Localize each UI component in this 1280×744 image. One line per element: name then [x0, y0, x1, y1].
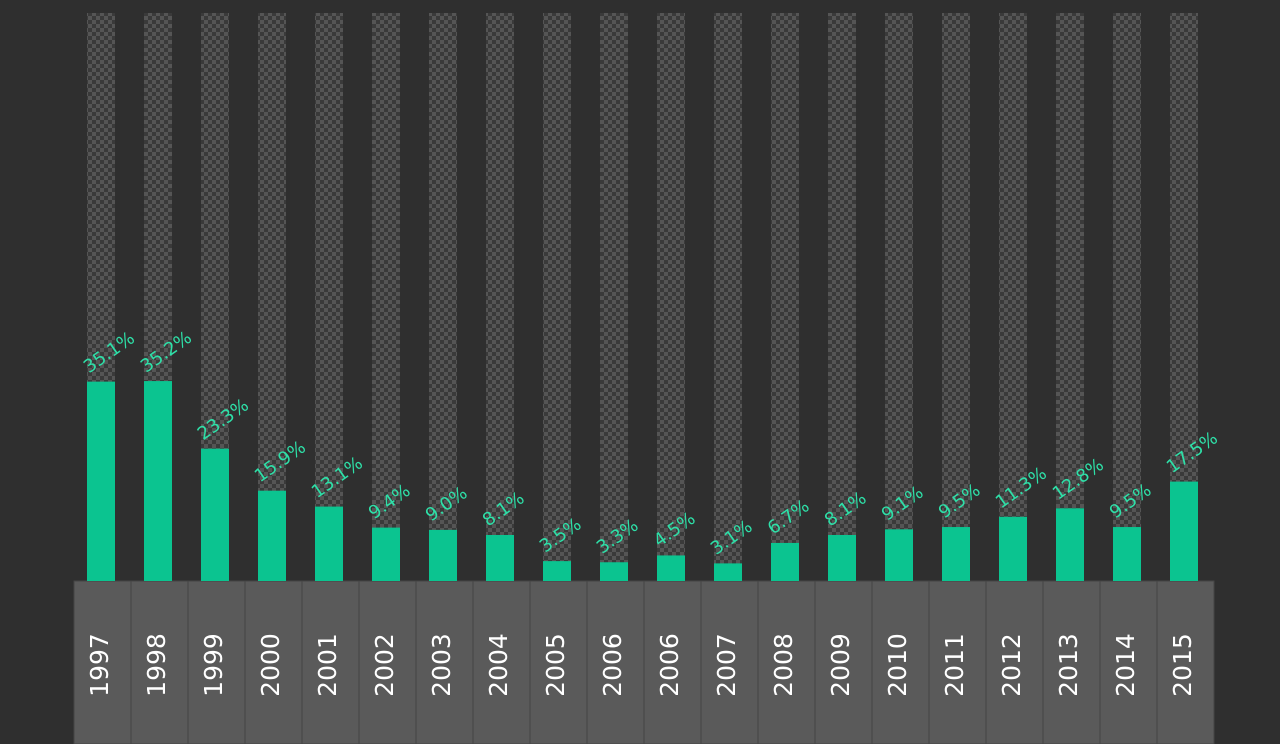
category-cell	[985, 580, 1044, 744]
category-cell	[130, 580, 189, 744]
bar	[1170, 481, 1198, 581]
x-tick-label: 2011	[940, 633, 969, 697]
track	[828, 13, 856, 581]
track	[600, 13, 628, 581]
category-cell	[757, 580, 816, 744]
track	[657, 13, 685, 581]
bar	[600, 562, 628, 581]
track	[543, 13, 571, 581]
track	[771, 13, 799, 581]
x-tick-label: 2007	[712, 633, 741, 697]
track	[1056, 13, 1084, 581]
x-tick-label: 1999	[199, 633, 228, 697]
bar	[657, 555, 685, 581]
x-tick-label: 2009	[826, 633, 855, 697]
bar	[885, 529, 913, 581]
bar	[1113, 527, 1141, 581]
x-tick-label: 2010	[883, 633, 912, 697]
bar	[258, 490, 286, 581]
track	[714, 13, 742, 581]
track	[942, 13, 970, 581]
x-tick-label: 1997	[85, 633, 114, 697]
bar	[486, 534, 514, 581]
x-tick-label: 2001	[313, 633, 342, 697]
category-cell	[1099, 580, 1158, 744]
x-tick-label: 2006	[598, 633, 627, 697]
x-tick-label: 2004	[484, 633, 513, 697]
x-tick-label: 2008	[769, 633, 798, 697]
bar	[429, 529, 457, 581]
x-tick-label: 2000	[256, 633, 285, 697]
bar	[771, 542, 799, 581]
bar	[942, 527, 970, 581]
category-cell	[187, 580, 246, 744]
x-tick-label: 2015	[1168, 633, 1197, 697]
track	[1113, 13, 1141, 581]
category-cell	[586, 580, 645, 744]
category-cell	[1156, 580, 1215, 744]
category-cell	[871, 580, 930, 744]
category-cell	[643, 580, 702, 744]
bar	[714, 563, 742, 581]
track	[486, 13, 514, 581]
category-cell	[928, 580, 987, 744]
category-cell	[73, 580, 132, 744]
track	[429, 13, 457, 581]
track	[885, 13, 913, 581]
category-cell	[529, 580, 588, 744]
track	[999, 13, 1027, 581]
category-cell	[814, 580, 873, 744]
bar	[87, 381, 115, 581]
x-tick-label: 2006	[655, 633, 684, 697]
track	[372, 13, 400, 581]
track	[258, 13, 286, 581]
bar	[828, 534, 856, 581]
x-tick-label: 2003	[427, 633, 456, 697]
bar	[201, 448, 229, 581]
bar	[543, 561, 571, 581]
bar	[372, 527, 400, 581]
bar	[1056, 508, 1084, 581]
track	[315, 13, 343, 581]
x-tick-label: 2013	[1054, 633, 1083, 697]
x-tick-label: 2014	[1111, 633, 1140, 697]
x-tick-label: 2005	[541, 633, 570, 697]
x-tick-label: 2002	[370, 633, 399, 697]
bar	[999, 516, 1027, 581]
bar	[144, 381, 172, 581]
x-tick-label: 1998	[142, 633, 171, 697]
x-tick-label: 2012	[997, 633, 1026, 697]
category-cell	[472, 580, 531, 744]
category-cell	[415, 580, 474, 744]
bar	[315, 506, 343, 581]
